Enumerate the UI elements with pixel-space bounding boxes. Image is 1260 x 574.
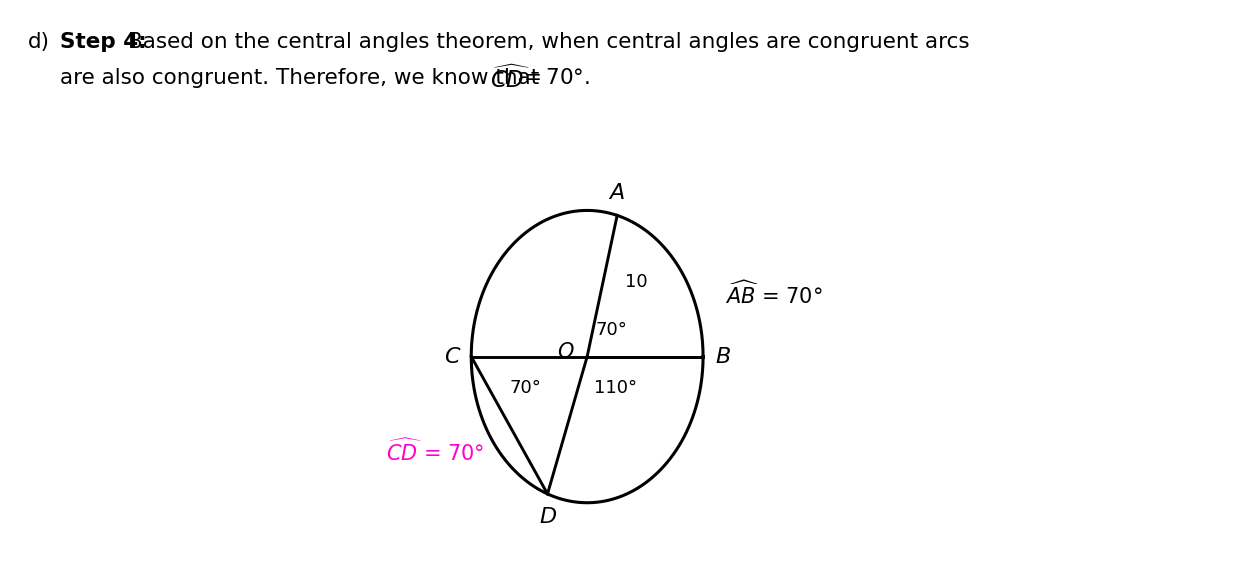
Text: $\widehat{CD}$ = 70°: $\widehat{CD}$ = 70° <box>386 439 484 465</box>
Text: are also congruent. Therefore, we know that: are also congruent. Therefore, we know t… <box>60 68 546 88</box>
Text: B: B <box>716 347 731 367</box>
Text: C: C <box>444 347 459 367</box>
Text: $= 70°.$: $= 70°.$ <box>519 68 590 88</box>
Text: d): d) <box>28 32 50 52</box>
Text: Based on the central angles theorem, when central angles are congruent arcs: Based on the central angles theorem, whe… <box>129 32 970 52</box>
Text: $\widehat{CD}$: $\widehat{CD}$ <box>490 65 530 93</box>
Text: Step 4:: Step 4: <box>60 32 146 52</box>
Text: $\widehat{AB}$ = 70°: $\widehat{AB}$ = 70° <box>726 281 823 308</box>
Text: A: A <box>610 183 625 203</box>
Text: 70°: 70° <box>595 321 627 339</box>
Text: D: D <box>539 507 556 527</box>
Text: O: O <box>557 342 573 362</box>
Text: 10: 10 <box>625 273 648 290</box>
Text: 70°: 70° <box>510 379 542 397</box>
Text: 110°: 110° <box>595 379 638 397</box>
